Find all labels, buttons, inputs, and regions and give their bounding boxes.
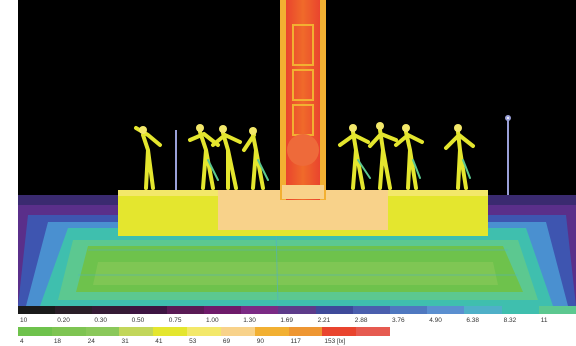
- scale-label: 1.00: [206, 317, 219, 324]
- scale-swatch: [322, 327, 357, 336]
- scale-label: 18: [53, 338, 62, 345]
- scale-swatch: [464, 306, 502, 314]
- scale-swatch: [278, 306, 316, 314]
- scale-swatch: [166, 306, 205, 314]
- scale-swatch: [356, 327, 390, 336]
- statue-figures: [134, 122, 475, 190]
- scale-label: 117: [290, 338, 301, 345]
- scale-label: 2.21: [317, 317, 331, 324]
- scale-swatch: [204, 306, 242, 314]
- column: [280, 0, 326, 200]
- scale-swatch: [153, 327, 188, 336]
- scale-label: 10: [20, 317, 28, 324]
- scale-swatch: [129, 306, 167, 314]
- scale-label: 0.20: [57, 317, 70, 324]
- scale-label: 8.32: [503, 317, 517, 324]
- illuminance-render: [18, 0, 576, 306]
- scale-swatch: [119, 327, 154, 336]
- scale-label: 3.76: [392, 317, 405, 324]
- scale-label: 1.30: [243, 317, 256, 324]
- scale-label: 0.30: [94, 317, 108, 324]
- scale-swatch: [390, 306, 428, 314]
- scale-swatch: [288, 327, 323, 336]
- lamp-posts: [175, 115, 511, 195]
- scale-swatch: [85, 327, 120, 336]
- scale-swatch: [501, 306, 539, 314]
- scale-label: 53: [189, 338, 197, 345]
- scale-swatch: [538, 306, 576, 314]
- scale-swatch: [352, 306, 391, 314]
- scale-swatch: [241, 306, 279, 314]
- scale-swatch: [187, 327, 221, 336]
- scale-swatch: [55, 306, 93, 314]
- scale-swatch: [18, 306, 56, 314]
- scale-label: 41: [155, 338, 163, 345]
- scale-swatch: [315, 306, 353, 314]
- scale-swatch: [254, 327, 289, 336]
- scale-swatch: [51, 327, 86, 336]
- color-scale-low: [18, 306, 576, 314]
- scale-label: 153 [lx]: [324, 338, 346, 345]
- scale-swatch: [92, 306, 130, 314]
- scale-swatch: [220, 327, 255, 336]
- scale-label: 24: [87, 338, 95, 345]
- scale-label: 0.50: [131, 317, 145, 324]
- scale-swatch: [18, 327, 52, 336]
- scale-label: 4.90: [429, 317, 442, 324]
- scale-label: 4: [20, 338, 24, 345]
- scale-swatch: [427, 306, 465, 314]
- scale-label: 11: [540, 317, 548, 324]
- color-scale-high: [18, 327, 390, 336]
- scale-label: 69: [222, 338, 231, 345]
- scale-label: 0.75: [168, 317, 182, 324]
- scale-label: 31: [121, 338, 129, 345]
- scale-label: 2.88: [354, 317, 368, 324]
- scale-label: 6.38: [466, 317, 480, 324]
- scale-label: 90: [256, 338, 264, 345]
- scale-label: 1.69: [280, 317, 294, 324]
